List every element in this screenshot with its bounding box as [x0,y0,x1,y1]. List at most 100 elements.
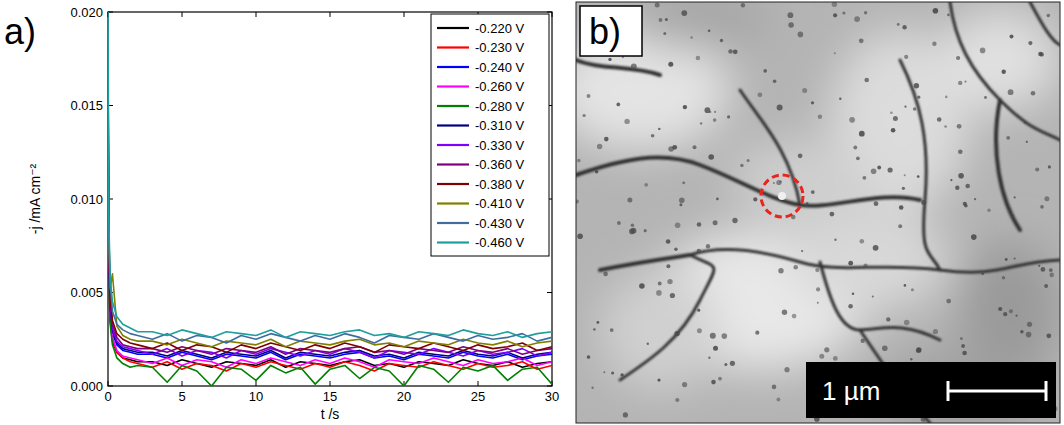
y-axis-title: -j /mA cm⁻² [27,163,43,234]
pit [758,92,763,97]
pit [651,134,655,138]
pit [753,197,757,201]
pit [1038,265,1040,267]
pit [854,16,860,22]
x-tick-label: 20 [397,389,411,404]
pit [860,239,865,244]
pit [962,351,967,356]
pit [811,190,815,194]
pit [1020,330,1023,333]
pit [916,347,921,352]
pit [1035,167,1039,171]
pit [839,98,841,100]
scale-bar-label: 1 µm [822,376,880,406]
pit [1038,52,1043,57]
pit [864,263,868,267]
pit [788,22,794,28]
legend-box [431,14,549,256]
x-tick-top [256,12,257,17]
pit [932,42,936,46]
pit [713,346,718,351]
pit [933,329,938,334]
pit [672,145,677,150]
pit [675,398,679,402]
pit [877,166,881,170]
pit [708,357,710,359]
pit [700,122,702,124]
pit [904,320,910,326]
pit [958,150,963,155]
pit [716,198,719,201]
pit [727,115,730,118]
pit [842,11,845,14]
y-tick-right [547,386,552,387]
pit [713,118,717,122]
pit [893,116,898,121]
pit [1026,141,1028,143]
series-line [108,87,552,358]
legend-label: -0.410 V [475,196,524,211]
pit [690,36,692,38]
pit [624,119,629,124]
pit [1014,258,1016,260]
pit [911,288,914,291]
grain-boundary [820,262,940,340]
pit [714,111,716,113]
legend-swatch [437,202,469,204]
y-tick-label: 0.000 [70,379,103,394]
pit [910,358,912,360]
legend-label: -0.230 V [475,40,524,55]
pit [697,222,702,227]
pit [617,221,621,225]
legend-label: -0.360 V [475,157,524,172]
pit [921,200,926,205]
pit [965,184,970,189]
pit [873,245,879,251]
pit [1048,165,1051,168]
x-tick [182,381,183,386]
y-tick-label: 0.020 [70,5,103,20]
pit [681,10,687,16]
pit [610,328,614,332]
pit [679,203,682,206]
pit [644,183,648,187]
pit [863,176,867,180]
pit [1028,41,1032,45]
pit [1006,136,1010,140]
micrograph-patches [576,2,1060,423]
pit [974,198,976,200]
pit [666,239,671,244]
pit [980,48,986,54]
pit [603,371,605,373]
pit [811,101,814,104]
pit [608,58,611,61]
pit [904,55,908,59]
pit [659,18,663,22]
pit [792,314,797,319]
pit [697,328,702,333]
legend-swatch [437,183,469,185]
pit [937,117,942,122]
pit [708,154,714,160]
x-tick-top [404,12,405,17]
patch [630,2,770,50]
pit [987,209,990,212]
pit [849,117,855,123]
y-tick [108,386,113,387]
pit [872,295,874,297]
legend: -0.220 V-0.230 V-0.240 V-0.260 V-0.280 V… [431,14,549,256]
pit [946,299,951,304]
grain-boundary [576,158,920,206]
grain-boundary [690,250,1060,273]
pit [956,56,960,60]
legend-label: -0.380 V [475,177,524,192]
pit [631,64,637,70]
pit [697,309,700,312]
series-group [108,12,552,386]
pit [902,25,906,29]
grain-boundary [1030,2,1060,45]
grain-boundary [900,60,940,270]
pit [904,174,906,176]
patch [730,140,870,220]
pit [777,105,783,111]
